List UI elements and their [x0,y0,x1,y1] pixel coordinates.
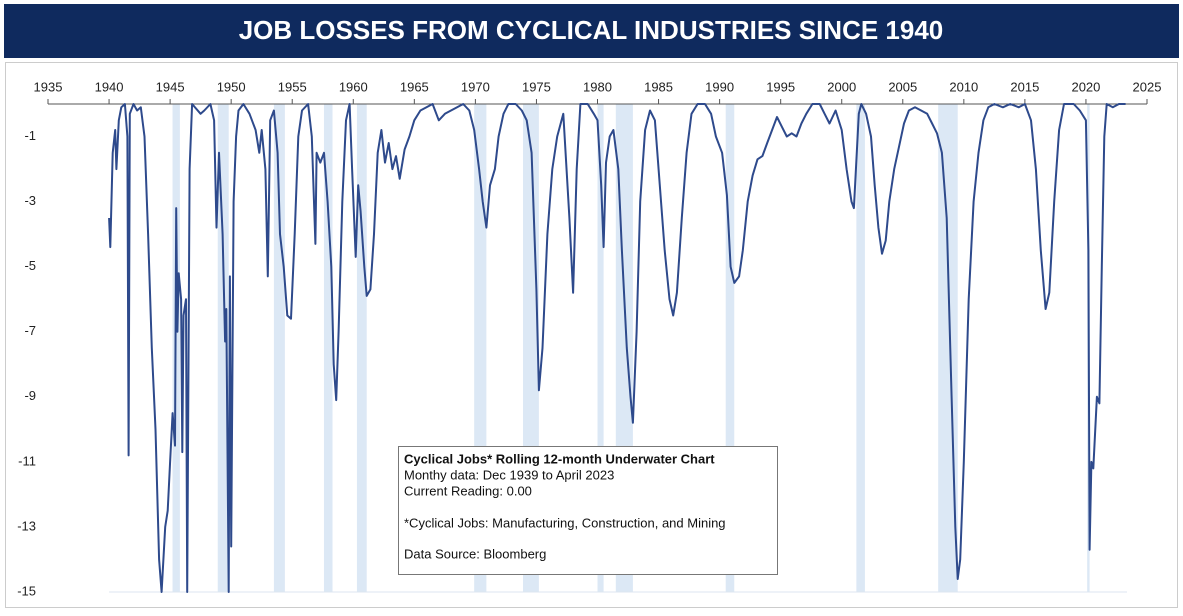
x-tick-label: 2000 [827,79,856,94]
y-tick-label: -7 [24,323,36,338]
shaded-period [217,104,229,592]
y-tick-label: -3 [24,193,36,208]
shaded-period [323,104,333,592]
annotation-line: *Cyclical Jobs: Manufacturing, Construct… [404,515,726,530]
y-tick-label: -9 [24,388,36,403]
annotation-title: Cyclical Jobs* Rolling 12-month Underwat… [404,451,715,466]
x-tick-label: 2010 [949,79,978,94]
y-tick-label: -11 [18,453,36,468]
x-tick-label: 1940 [95,79,124,94]
x-tick-label: 1985 [644,79,673,94]
x-tick-label: 1965 [400,79,429,94]
x-tick-label: 2015 [1010,79,1039,94]
x-tick-label: 1980 [583,79,612,94]
annotation-line: Data Source: Bloomberg [404,546,546,561]
y-tick-label: -1 [24,128,36,143]
shaded-period [356,104,367,592]
x-tick-label: 1960 [339,79,368,94]
annotation-line: Current Reading: 0.00 [404,483,532,498]
annotation-line: Monthy data: Dec 1939 to April 2023 [404,467,614,482]
axes: 1935 1940 1945 1950 1955 1960 1965 1970 1975 1980… [17,79,1161,598]
y-tick-label: -13 [17,518,36,533]
shaded-period [273,104,285,592]
x-tick-label: 1935 [34,79,63,94]
shaded-period [725,104,735,592]
x-tick-label: 1975 [522,79,551,94]
x-tick-label: 1995 [766,79,795,94]
x-tick-label: 1950 [217,79,246,94]
annotation-box [398,446,778,575]
x-tick-label: 2025 [1133,79,1162,94]
x-tick-label: 2005 [888,79,917,94]
x-tick-label: 2020 [1071,79,1100,94]
chart-title: JOB LOSSES FROM CYCLICAL INDUSTRIES SINC… [239,15,944,45]
x-tick-label: 1990 [705,79,734,94]
title-banner [4,4,1179,58]
y-tick-label: -15 [17,583,36,598]
shaded-period [597,104,604,592]
shaded-period [856,104,865,592]
x-tick-label: 1970 [461,79,490,94]
line-layer [108,103,1126,593]
x-tick-label: 1955 [278,79,307,94]
data-line [108,103,1126,593]
plot-frame [5,62,1178,608]
x-tick-label: 1945 [156,79,185,94]
y-tick-label: -5 [24,258,36,273]
